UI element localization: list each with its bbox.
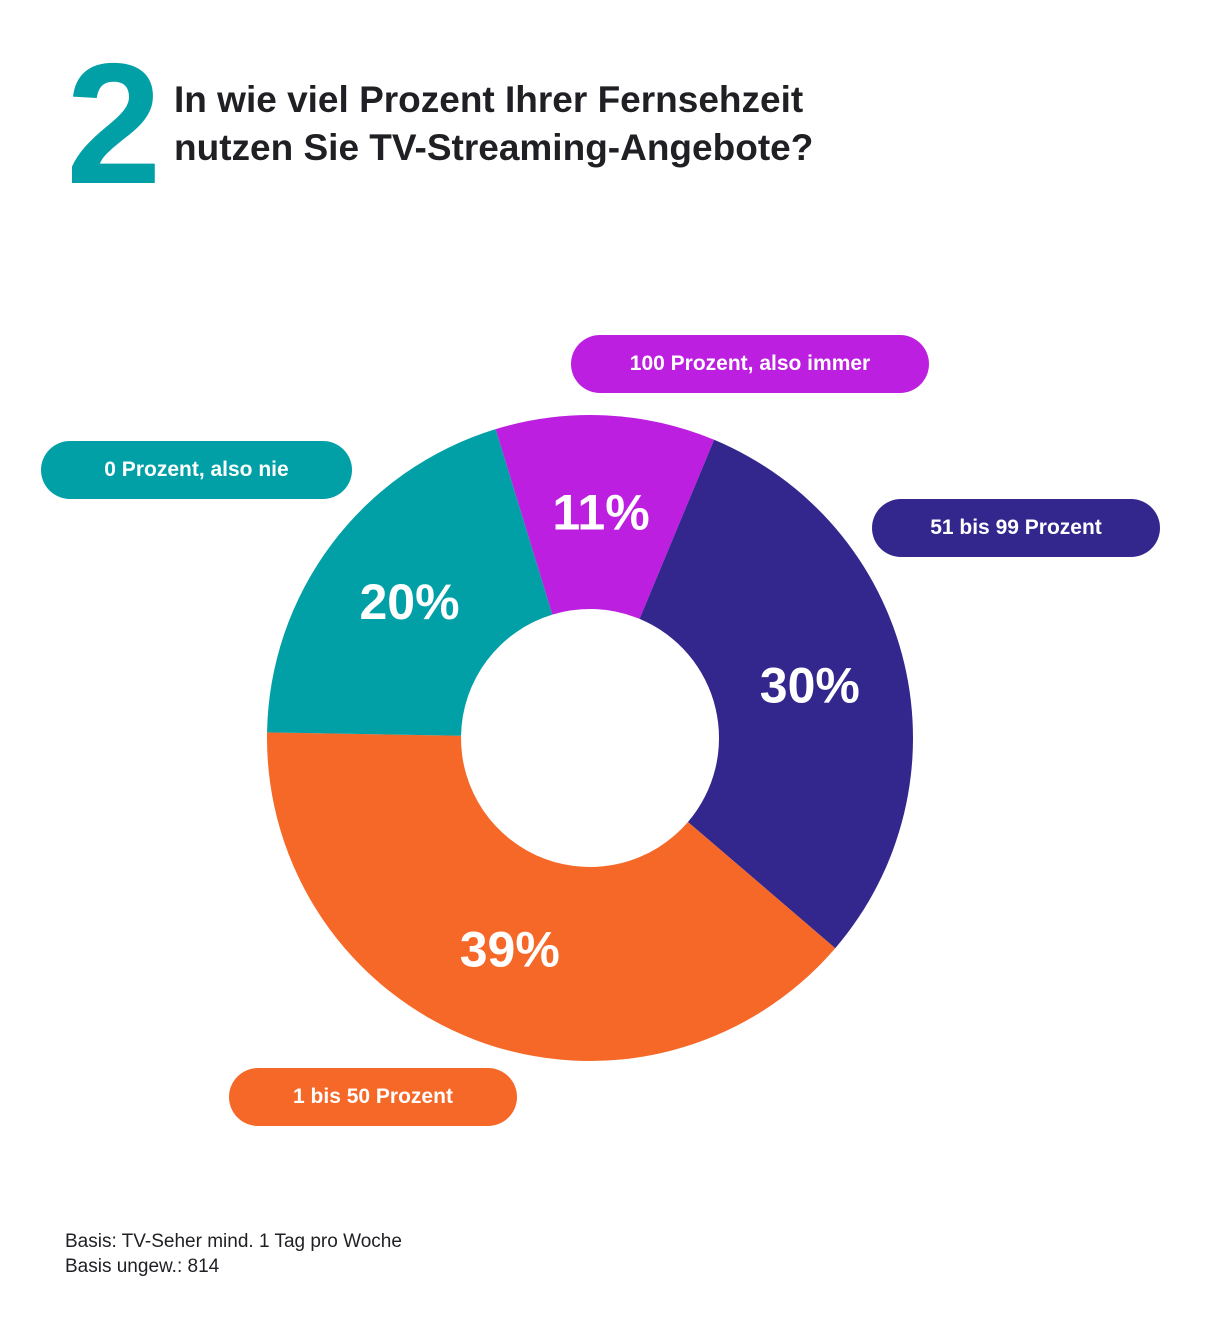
slice-51-99-prozent <box>639 439 913 949</box>
slice-value-label-51-99-prozent: 30% <box>760 658 860 714</box>
chart-title: In wie viel Prozent Ihrer Fernsehzeit nu… <box>174 76 1074 172</box>
footnote-basis-ungewichtet: Basis ungew.: 814 <box>65 1256 220 1277</box>
chart-title-line-1: In wie viel Prozent Ihrer Fernsehzeit <box>174 79 804 120</box>
footnote-basis: Basis: TV-Seher mind. 1 Tag pro Woche <box>65 1231 402 1252</box>
footnote: Basis: TV-Seher mind. 1 Tag pro Woche Ba… <box>65 1229 402 1279</box>
legend-pill-100-prozent: 100 Prozent, also immer <box>571 335 929 393</box>
slice-value-label-0-prozent: 20% <box>359 574 459 630</box>
legend-pill-0-prozent: 0 Prozent, also nie <box>41 441 352 499</box>
legend-pill-1-50-prozent: 1 bis 50 Prozent <box>229 1068 517 1126</box>
chart-title-line-2: nutzen Sie TV-Streaming-Angebote? <box>174 127 814 168</box>
slice-0-prozent <box>267 429 553 736</box>
slice-100-prozent <box>495 415 715 619</box>
slice-value-label-100-prozent: 11% <box>552 484 649 540</box>
slice-1-50-prozent <box>267 732 836 1061</box>
legend-pill-51-99-prozent: 51 bis 99 Prozent <box>872 499 1160 557</box>
question-number: 2 <box>66 28 162 220</box>
slice-value-label-1-50-prozent: 39% <box>460 921 560 977</box>
